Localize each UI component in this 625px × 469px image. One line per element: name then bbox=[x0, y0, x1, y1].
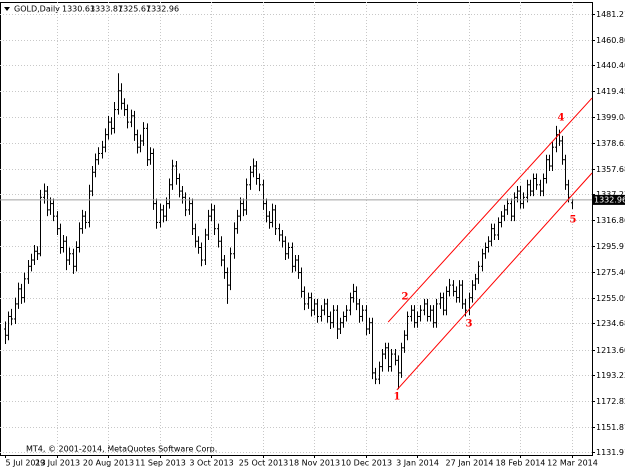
wave-label: 3 bbox=[466, 319, 473, 330]
x-tick-label: 10 Dec 2013 bbox=[341, 459, 392, 468]
x-tick-label: 3 Jan 2014 bbox=[396, 459, 439, 468]
y-tick-label: 1357.68 bbox=[596, 165, 625, 174]
x-tick-label: 27 Jan 2014 bbox=[446, 459, 494, 468]
y-tick-label: 1399.04 bbox=[596, 113, 625, 122]
x-tick-label: 20 Aug 2013 bbox=[83, 459, 134, 468]
channel-line bbox=[396, 172, 593, 391]
y-tick-label: 1172.82 bbox=[596, 397, 625, 406]
price-label: 1332.96 bbox=[594, 195, 625, 204]
wave-label: 5 bbox=[570, 215, 577, 226]
y-tick-label: 1295.91 bbox=[596, 242, 625, 251]
y-tick-label: 1419.45 bbox=[596, 87, 625, 96]
y-tick-label: 1193.23 bbox=[596, 371, 625, 380]
y-tick-label: 1255.09 bbox=[596, 294, 625, 303]
price-label-box bbox=[592, 194, 625, 205]
y-tick-label: 1234.68 bbox=[596, 319, 625, 328]
x-tick-label: 18 Nov 2013 bbox=[289, 459, 340, 468]
x-tick-label: 18 Feb 2014 bbox=[496, 459, 546, 468]
x-tick-label: 12 Mar 2014 bbox=[547, 459, 598, 468]
wave-label: 1 bbox=[394, 392, 401, 403]
copyright: MT4, © 2001-2014, MetaQuotes Software Co… bbox=[26, 445, 217, 454]
header-close: 1332.96 bbox=[146, 5, 179, 14]
channel-line bbox=[387, 97, 593, 323]
x-tick-label: 3 Oct 2013 bbox=[189, 459, 233, 468]
menu-triangle[interactable] bbox=[4, 7, 10, 11]
y-tick-label: 1337.27 bbox=[596, 190, 625, 199]
x-tick-label: 25 Oct 2013 bbox=[239, 459, 288, 468]
y-tick-label: 1275.40 bbox=[596, 268, 625, 277]
header-high: 1333.87 bbox=[90, 5, 123, 14]
header-low: 1325.67 bbox=[118, 5, 151, 14]
x-tick-label: 29 Jul 2013 bbox=[35, 459, 80, 468]
x-tick-label: 5 Jul 2013 bbox=[6, 459, 46, 468]
y-tick-label: 1316.86 bbox=[596, 216, 625, 225]
chart-title: GOLD,Daily bbox=[14, 5, 60, 14]
y-tick-label: 1378.63 bbox=[596, 139, 625, 148]
header-open: 1330.63 bbox=[62, 5, 95, 14]
y-tick-label: 1440.40 bbox=[596, 61, 625, 70]
x-tick-label: 11 Sep 2013 bbox=[135, 459, 186, 468]
wave-label: 2 bbox=[402, 292, 409, 303]
y-tick-label: 1460.80 bbox=[596, 36, 625, 45]
y-tick-label: 1151.87 bbox=[596, 423, 625, 432]
y-tick-label: 1131.91 bbox=[596, 448, 625, 457]
y-tick-label: 1213.60 bbox=[596, 346, 625, 355]
plot-frame bbox=[0, 2, 593, 456]
y-tick-label: 1481.21 bbox=[596, 10, 625, 19]
wave-label: 4 bbox=[558, 113, 565, 124]
